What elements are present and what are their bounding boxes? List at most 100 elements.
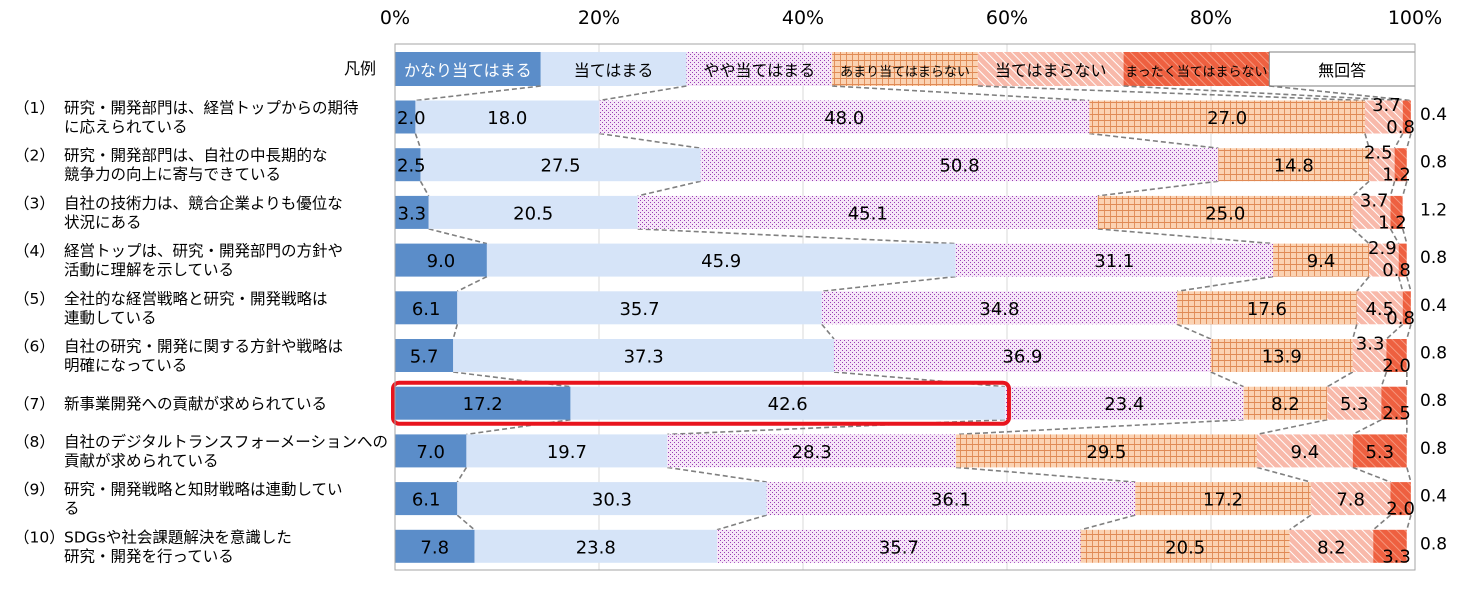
data-label: 3.3 (1356, 334, 1385, 355)
connector-line (1393, 133, 1404, 149)
data-label: 0.8 (1420, 391, 1447, 411)
category-label: 貢献が求められている (64, 452, 219, 470)
connector-line (1097, 228, 1274, 245)
legend-entry-label: まったく当てはまらない (1125, 65, 1267, 80)
data-label: 3.7 (1360, 190, 1389, 211)
connector-line (1389, 228, 1400, 244)
category-label: る (64, 500, 80, 518)
data-label: 13.9 (1262, 347, 1302, 368)
bar-segment (1364, 100, 1403, 134)
data-label: 27.5 (541, 156, 581, 177)
data-label: 8.2 (1317, 537, 1346, 558)
plot-frame (394, 43, 1416, 571)
bar-segment (395, 243, 487, 277)
data-label: 17.2 (463, 394, 503, 415)
category-label: に応えられている (64, 118, 188, 136)
data-label: 28.3 (792, 442, 832, 463)
connector-line (1389, 180, 1396, 197)
bar-segment (1256, 434, 1353, 468)
connector-line (419, 180, 430, 197)
category-number: （10） (14, 528, 65, 546)
bar-segment (1373, 529, 1407, 563)
data-label: 0.8 (1382, 260, 1411, 281)
legend-title: 凡例 (344, 59, 376, 78)
category-label: 研究・開発部門は、経営トップからの期待 (64, 99, 359, 117)
data-label: 0.4 (1420, 105, 1447, 125)
category-label: 研究・開発を行っている (64, 547, 234, 565)
category-number: （1） (14, 99, 55, 117)
bar-segment (395, 339, 454, 372)
data-label: 0.8 (1420, 534, 1447, 554)
data-label: 18.0 (487, 108, 527, 129)
connector-line (955, 466, 1136, 483)
connector-line (1123, 85, 1403, 102)
bar-segment (834, 339, 1211, 372)
data-label: 7.0 (416, 442, 445, 463)
bar-segment (1402, 291, 1411, 325)
data-label: 9.4 (1307, 251, 1336, 272)
bar-segment (395, 291, 458, 325)
bar-segment (1390, 482, 1411, 516)
data-label: 2.5 (1382, 403, 1411, 424)
connector-line (1372, 514, 1392, 531)
category-number: （8） (14, 433, 55, 451)
connector-line (1176, 275, 1274, 293)
bar-segment (1356, 291, 1403, 325)
connector-line (1210, 371, 1244, 388)
data-label: 37.3 (624, 347, 664, 368)
data-label: 29.5 (1086, 442, 1126, 463)
connector-line (1397, 276, 1404, 292)
bar-segment (395, 386, 571, 420)
data-label: 2.0 (1386, 499, 1415, 520)
connector-line (637, 228, 956, 245)
category-label: 自社の技術力は、競合企業よりも優位な (64, 194, 343, 212)
bar-segment (420, 148, 701, 182)
legend-swatch (832, 52, 978, 86)
connector-line (1356, 276, 1370, 292)
bar-segment (1369, 243, 1399, 277)
data-label: 0.8 (1420, 248, 1447, 268)
connector-line (415, 85, 541, 102)
connector-line (414, 133, 422, 149)
data-label: 23.8 (576, 537, 616, 558)
connector-line (1364, 133, 1370, 149)
bar-segment (395, 195, 429, 229)
connector-line (1326, 371, 1354, 388)
bar-segment (1352, 195, 1391, 229)
data-label: 0.4 (1420, 296, 1447, 316)
bar-segment (1369, 148, 1395, 182)
bar-segment (395, 148, 421, 182)
data-label: 3.7 (1372, 95, 1401, 116)
bar-segment (415, 100, 600, 134)
bar-segment (428, 195, 638, 229)
data-label: 17.2 (1203, 490, 1243, 511)
data-label: 30.3 (592, 490, 632, 511)
data-label: 36.1 (931, 490, 971, 511)
x-tick-label: 80% (1190, 7, 1232, 29)
data-label: 45.1 (848, 203, 888, 224)
x-tick-label: 100% (1388, 7, 1442, 29)
bar-segment (1410, 100, 1415, 134)
bar-segment (1210, 339, 1353, 372)
bar-segment (1327, 386, 1382, 420)
bar-segment (1352, 434, 1407, 468)
legend-entry-label: あまり当てはまらない (840, 65, 970, 80)
bar-segment (1406, 339, 1415, 372)
connector-line (833, 371, 1006, 388)
bar-segment (457, 482, 767, 516)
connector-line (1289, 514, 1312, 531)
highlight-box (391, 380, 1011, 426)
connector-line (667, 466, 767, 483)
bar-segment (1406, 434, 1415, 468)
bar-segment (1406, 386, 1415, 420)
connector-line (955, 418, 1244, 436)
category-label: 全社的な経営戦略と研究・開発戦略は (64, 290, 328, 308)
data-label: 9.0 (427, 251, 456, 272)
category-number: （9） (14, 481, 55, 499)
legend-entry-label: 当てはまらない (995, 61, 1107, 80)
bar-segment (1089, 100, 1365, 134)
connector-line (1089, 132, 1219, 149)
x-tick-label: 20% (578, 7, 620, 29)
bar-segment (1406, 148, 1415, 182)
connector-line (1401, 228, 1408, 244)
